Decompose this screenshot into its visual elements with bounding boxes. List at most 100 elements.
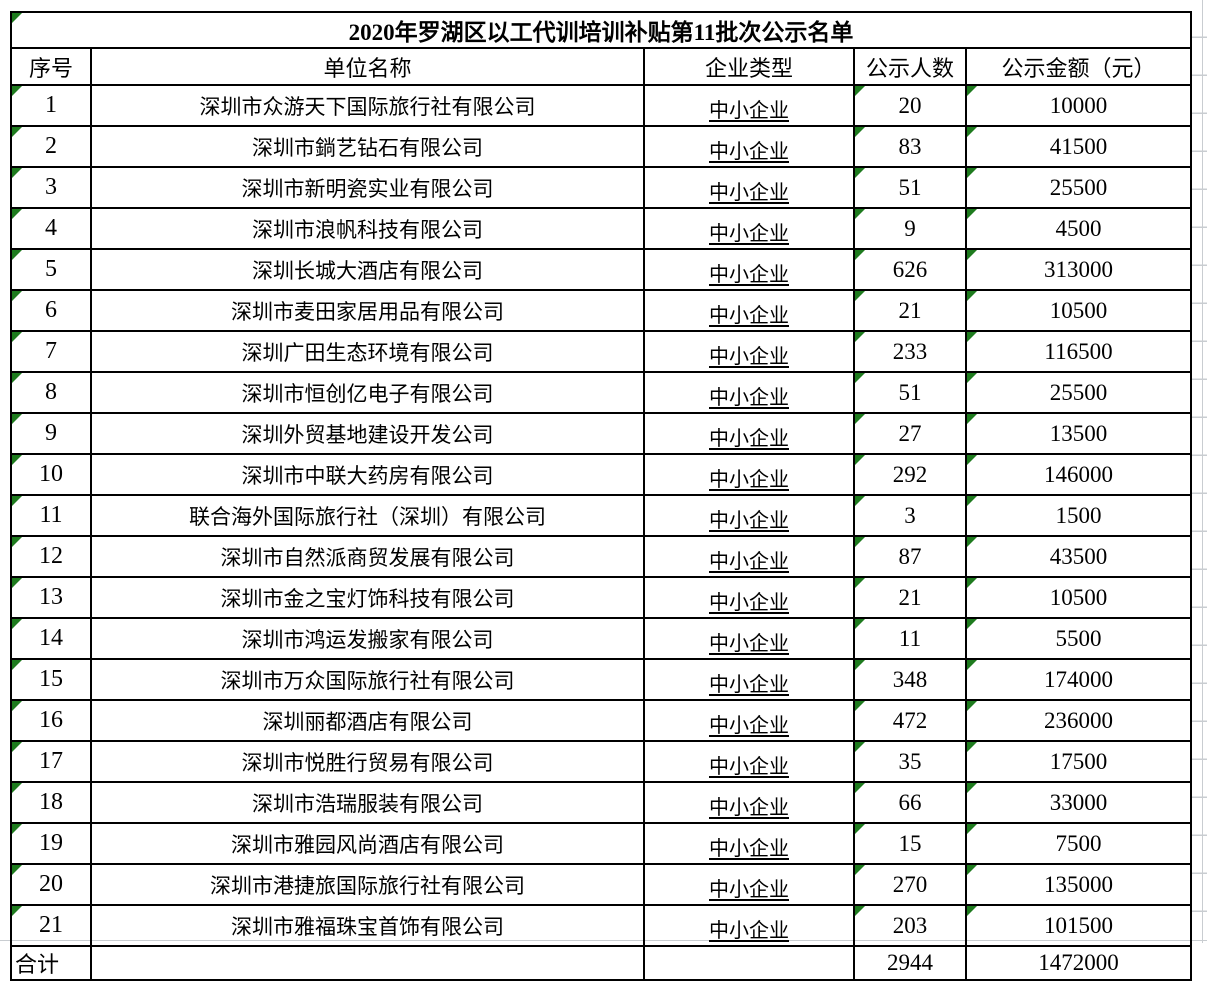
row-number-cell[interactable]: 15 — [10, 658, 92, 701]
title-cell[interactable]: 2020年罗湖区以工代训培训补贴第11批次公示名单 — [9, 11, 1193, 49]
enterprise-type-cell[interactable]: 中小企业 — [643, 371, 855, 414]
header-cell-type[interactable]: 企业类型 — [643, 47, 855, 86]
enterprise-type-cell[interactable]: 中小企业 — [643, 699, 855, 742]
count-cell[interactable]: 66 — [853, 781, 967, 824]
count-cell[interactable]: 3 — [853, 494, 967, 537]
row-number-cell[interactable]: 13 — [10, 576, 92, 619]
count-cell[interactable]: 51 — [853, 166, 967, 209]
amount-cell[interactable]: 1500 — [964, 494, 1193, 537]
company-name-cell[interactable]: 深圳市雅福珠宝首饰有限公司 — [90, 904, 645, 947]
company-name-cell[interactable]: 深圳市中联大药房有限公司 — [90, 453, 645, 496]
row-number-cell[interactable]: 9 — [10, 412, 92, 455]
enterprise-type-cell[interactable]: 中小企业 — [643, 166, 855, 209]
count-cell[interactable]: 15 — [853, 822, 967, 865]
company-name-cell[interactable]: 深圳市雅园风尚酒店有限公司 — [90, 822, 645, 865]
company-name-cell[interactable]: 深圳市恒创亿电子有限公司 — [90, 371, 645, 414]
company-name-cell[interactable]: 深圳市新明瓷实业有限公司 — [90, 166, 645, 209]
row-number-cell[interactable]: 21 — [10, 904, 92, 947]
count-cell[interactable]: 9 — [853, 207, 967, 250]
amount-cell[interactable]: 25500 — [964, 371, 1193, 414]
row-number-cell[interactable]: 20 — [10, 863, 92, 906]
amount-cell[interactable]: 236000 — [964, 699, 1193, 742]
row-number-cell[interactable]: 10 — [10, 453, 92, 496]
count-cell[interactable]: 11 — [853, 617, 967, 660]
row-number-cell[interactable]: 5 — [10, 248, 92, 291]
enterprise-type-cell[interactable]: 中小企业 — [643, 289, 855, 332]
amount-cell[interactable]: 101500 — [964, 904, 1193, 947]
company-name-cell[interactable]: 深圳市鋿艺钻石有限公司 — [90, 125, 645, 168]
company-name-cell[interactable]: 深圳广田生态环境有限公司 — [90, 330, 645, 373]
header-cell-index[interactable]: 序号 — [10, 47, 92, 86]
row-number-cell[interactable]: 12 — [10, 535, 92, 578]
enterprise-type-cell[interactable]: 中小企业 — [643, 740, 855, 783]
company-name-cell[interactable]: 深圳市众游天下国际旅行社有限公司 — [90, 84, 645, 127]
company-name-cell[interactable]: 深圳长城大酒店有限公司 — [90, 248, 645, 291]
amount-cell[interactable]: 174000 — [964, 658, 1193, 701]
count-cell[interactable]: 35 — [853, 740, 967, 783]
amount-cell[interactable]: 10500 — [964, 576, 1193, 619]
amount-cell[interactable]: 13500 — [964, 412, 1193, 455]
company-name-cell[interactable]: 深圳市港捷旅国际旅行社有限公司 — [90, 863, 645, 906]
company-name-cell[interactable]: 深圳市悦胜行贸易有限公司 — [90, 740, 645, 783]
row-number-cell[interactable]: 1 — [10, 84, 92, 127]
amount-cell[interactable]: 43500 — [964, 535, 1193, 578]
company-name-cell[interactable]: 深圳市浩瑞服装有限公司 — [90, 781, 645, 824]
row-number-cell[interactable]: 4 — [10, 207, 92, 250]
total-label-cell[interactable]: 合计 — [10, 945, 92, 981]
count-cell[interactable]: 87 — [853, 535, 967, 578]
enterprise-type-cell[interactable]: 中小企业 — [643, 822, 855, 865]
row-number-cell[interactable]: 18 — [10, 781, 92, 824]
count-cell[interactable]: 21 — [853, 576, 967, 619]
row-number-cell[interactable]: 3 — [10, 166, 92, 209]
total-amount-cell[interactable]: 1472000 — [964, 945, 1193, 981]
enterprise-type-cell[interactable]: 中小企业 — [643, 658, 855, 701]
amount-cell[interactable]: 4500 — [964, 207, 1193, 250]
enterprise-type-cell[interactable]: 中小企业 — [643, 494, 855, 537]
company-name-cell[interactable]: 深圳丽都酒店有限公司 — [90, 699, 645, 742]
count-cell[interactable]: 626 — [853, 248, 967, 291]
enterprise-type-cell[interactable]: 中小企业 — [643, 248, 855, 291]
amount-cell[interactable]: 33000 — [964, 781, 1193, 824]
amount-cell[interactable]: 25500 — [964, 166, 1193, 209]
amount-cell[interactable]: 5500 — [964, 617, 1193, 660]
count-cell[interactable]: 27 — [853, 412, 967, 455]
header-cell-count[interactable]: 公示人数 — [853, 47, 967, 86]
count-cell[interactable]: 270 — [853, 863, 967, 906]
row-number-cell[interactable]: 7 — [10, 330, 92, 373]
row-number-cell[interactable]: 2 — [10, 125, 92, 168]
company-name-cell[interactable]: 深圳市浪帆科技有限公司 — [90, 207, 645, 250]
empty-cell[interactable] — [643, 945, 855, 981]
enterprise-type-cell[interactable]: 中小企业 — [643, 576, 855, 619]
amount-cell[interactable]: 313000 — [964, 248, 1193, 291]
company-name-cell[interactable]: 深圳市鸿运发搬家有限公司 — [90, 617, 645, 660]
row-number-cell[interactable]: 19 — [10, 822, 92, 865]
enterprise-type-cell[interactable]: 中小企业 — [643, 863, 855, 906]
amount-cell[interactable]: 17500 — [964, 740, 1193, 783]
row-number-cell[interactable]: 6 — [10, 289, 92, 332]
company-name-cell[interactable]: 深圳市万众国际旅行社有限公司 — [90, 658, 645, 701]
enterprise-type-cell[interactable]: 中小企业 — [643, 84, 855, 127]
count-cell[interactable]: 20 — [853, 84, 967, 127]
row-number-cell[interactable]: 16 — [10, 699, 92, 742]
enterprise-type-cell[interactable]: 中小企业 — [643, 535, 855, 578]
header-cell-amount[interactable]: 公示金额（元） — [964, 47, 1193, 86]
company-name-cell[interactable]: 联合海外国际旅行社（深圳）有限公司 — [90, 494, 645, 537]
amount-cell[interactable]: 10500 — [964, 289, 1193, 332]
enterprise-type-cell[interactable]: 中小企业 — [643, 125, 855, 168]
enterprise-type-cell[interactable]: 中小企业 — [643, 412, 855, 455]
count-cell[interactable]: 203 — [853, 904, 967, 947]
count-cell[interactable]: 83 — [853, 125, 967, 168]
amount-cell[interactable]: 7500 — [964, 822, 1193, 865]
total-count-cell[interactable]: 2944 — [853, 945, 967, 981]
amount-cell[interactable]: 116500 — [964, 330, 1193, 373]
company-name-cell[interactable]: 深圳外贸基地建设开发公司 — [90, 412, 645, 455]
amount-cell[interactable]: 41500 — [964, 125, 1193, 168]
enterprise-type-cell[interactable]: 中小企业 — [643, 781, 855, 824]
count-cell[interactable]: 51 — [853, 371, 967, 414]
company-name-cell[interactable]: 深圳市金之宝灯饰科技有限公司 — [90, 576, 645, 619]
enterprise-type-cell[interactable]: 中小企业 — [643, 207, 855, 250]
empty-cell[interactable] — [90, 945, 645, 981]
count-cell[interactable]: 472 — [853, 699, 967, 742]
enterprise-type-cell[interactable]: 中小企业 — [643, 330, 855, 373]
count-cell[interactable]: 292 — [853, 453, 967, 496]
